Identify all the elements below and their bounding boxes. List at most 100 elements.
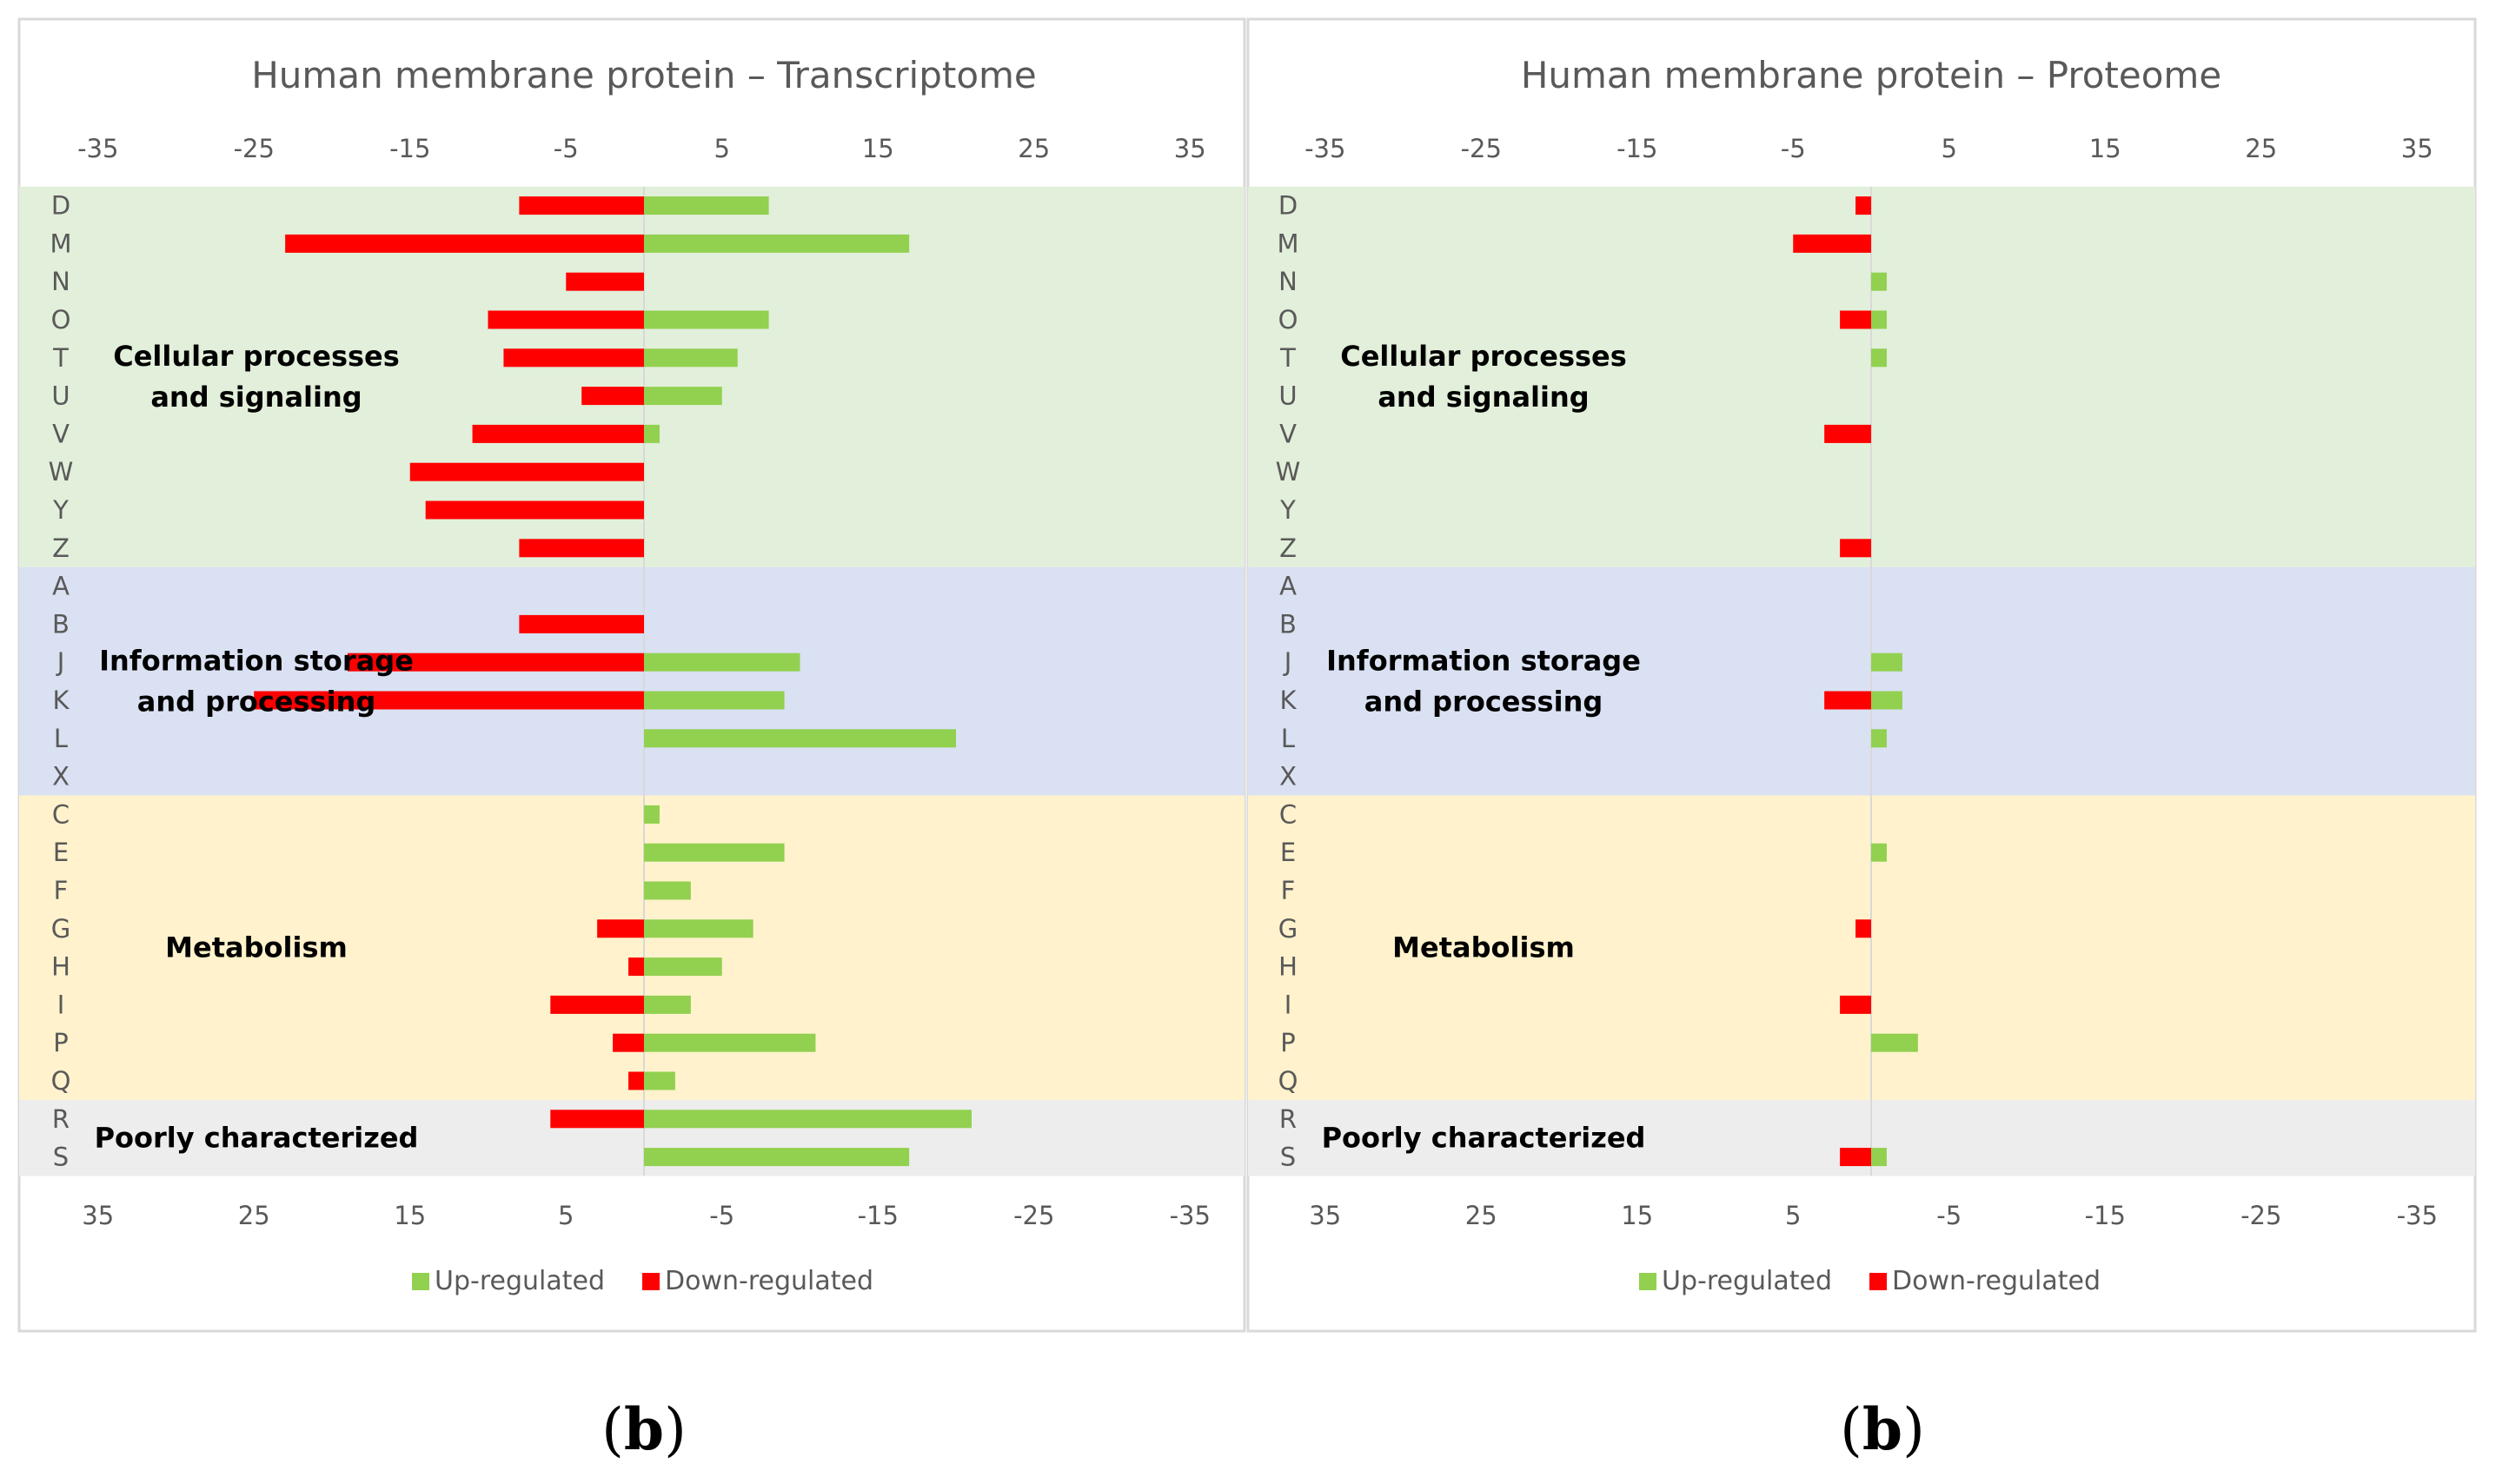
down-regulated-bar-D — [1855, 196, 1871, 215]
group-label: Poorly characterized — [1322, 1122, 1646, 1155]
panel-label-letter: b — [624, 1395, 664, 1463]
top-tick-label: -15 — [1616, 134, 1657, 163]
category-label: S — [53, 1143, 69, 1172]
category-label: P — [1280, 1028, 1296, 1057]
group-band-2 — [19, 566, 1245, 796]
category-label: U — [1278, 381, 1297, 411]
top-tick-label: 15 — [862, 134, 894, 163]
chart-panel-2: Human membrane protein – Proteome -35 -25 -… — [1246, 17, 2477, 1463]
category-label: C — [1279, 799, 1297, 829]
down-regulated-bar-Q — [628, 1071, 644, 1090]
legend-swatch-up — [412, 1273, 429, 1290]
category-label: Z — [52, 533, 70, 563]
bottom-tick-label: 15 — [1621, 1201, 1653, 1230]
down-regulated-bar-M — [285, 234, 644, 253]
category-label: V — [52, 419, 70, 448]
bottom-tick-label: -5 — [1936, 1201, 1962, 1230]
up-regulated-bar-J — [1871, 653, 1902, 672]
legend-label: Down-regulated — [1892, 1266, 2101, 1296]
top-tick-label: -25 — [234, 134, 275, 163]
category-label: N — [51, 267, 70, 296]
top-tick-label: 35 — [1174, 134, 1206, 163]
category-label: S — [1280, 1143, 1296, 1172]
down-regulated-bar-D — [519, 196, 644, 215]
top-tick-label: 5 — [1942, 134, 1957, 163]
bottom-tick-label: 5 — [558, 1201, 574, 1230]
up-regulated-bar-K — [1871, 691, 1902, 710]
down-regulated-bar-R — [550, 1110, 644, 1129]
down-regulated-bar-V — [1824, 424, 1871, 443]
down-regulated-bar-Z — [1840, 539, 1871, 558]
panel-label: (b) — [1840, 1395, 1925, 1463]
down-regulated-bar-V — [472, 424, 644, 443]
top-tick-label: -5 — [554, 134, 579, 163]
group-label: and signaling — [150, 381, 362, 414]
bottom-tick-label: 15 — [394, 1201, 426, 1230]
category-label: I — [1285, 990, 1292, 1019]
category-label: E — [53, 838, 69, 867]
bottom-tick-label: -25 — [1013, 1201, 1054, 1230]
top-tick-label: 15 — [2089, 134, 2121, 163]
group-label: Information storage — [1326, 645, 1641, 678]
category-label: G — [1278, 914, 1298, 944]
up-regulated-bar-P — [1871, 1033, 1918, 1052]
bottom-tick-label: -35 — [1170, 1201, 1211, 1230]
category-label: J — [56, 647, 65, 677]
down-regulated-bar-S — [1840, 1148, 1871, 1167]
category-label: L — [54, 724, 68, 753]
legend-label: Up-regulated — [1662, 1266, 1832, 1296]
category-label: V — [1279, 419, 1297, 448]
down-regulated-bar-H — [628, 957, 644, 977]
category-label: Y — [1279, 495, 1296, 525]
category-label: Q — [51, 1066, 71, 1096]
group-label: Cellular processes — [113, 340, 400, 373]
down-regulated-bar-M — [1793, 234, 1871, 253]
panel-label: (b) — [601, 1395, 687, 1463]
down-regulated-bar-U — [581, 387, 644, 406]
category-label: O — [1278, 305, 1298, 335]
up-regulated-bar-L — [1871, 729, 1887, 748]
category-label: Y — [52, 495, 69, 525]
category-label: E — [1280, 838, 1296, 867]
category-label: H — [51, 952, 70, 982]
top-tick-label: -5 — [1781, 134, 1806, 163]
category-label: T — [52, 343, 69, 373]
bottom-tick-label: 5 — [1785, 1201, 1801, 1230]
bottom-tick-label: 25 — [1465, 1201, 1497, 1230]
group-band-2 — [1248, 566, 2475, 796]
category-label: R — [52, 1104, 70, 1134]
category-label: H — [1278, 952, 1298, 982]
category-label: F — [54, 876, 69, 905]
up-regulated-bar-C — [644, 805, 660, 824]
down-regulated-bar-Z — [519, 539, 644, 558]
category-label: C — [52, 799, 70, 829]
up-regulated-bar-H — [644, 957, 722, 977]
category-label: M — [50, 229, 71, 258]
group-label: Information storage — [99, 645, 414, 678]
category-label: G — [51, 914, 70, 944]
category-label: U — [51, 381, 70, 411]
category-label: A — [52, 572, 70, 601]
up-regulated-bar-P — [644, 1033, 816, 1052]
down-regulated-bar-J — [347, 653, 644, 672]
chart-title: Human membrane protein – Proteome — [1521, 54, 2221, 96]
up-regulated-bar-T — [1871, 348, 1887, 368]
bottom-tick-label: 35 — [82, 1201, 114, 1230]
down-regulated-bar-O — [488, 310, 644, 329]
category-label: J — [1283, 647, 1292, 677]
down-regulated-bar-O — [1840, 310, 1871, 329]
category-label: P — [53, 1028, 69, 1057]
up-regulated-bar-J — [644, 653, 800, 672]
top-tick-label: -25 — [1461, 134, 1502, 163]
down-regulated-bar-K — [1824, 691, 1871, 710]
down-regulated-bar-T — [503, 348, 644, 368]
down-regulated-bar-I — [1840, 995, 1871, 1014]
group-band-3 — [1248, 795, 2475, 1100]
bottom-tick-label: -25 — [2240, 1201, 2281, 1230]
group-label: Metabolism — [165, 931, 348, 964]
legend-label: Down-regulated — [665, 1266, 873, 1296]
category-label: X — [1279, 762, 1297, 792]
up-regulated-bar-D — [644, 196, 769, 215]
group-label: Poorly characterized — [95, 1122, 419, 1155]
